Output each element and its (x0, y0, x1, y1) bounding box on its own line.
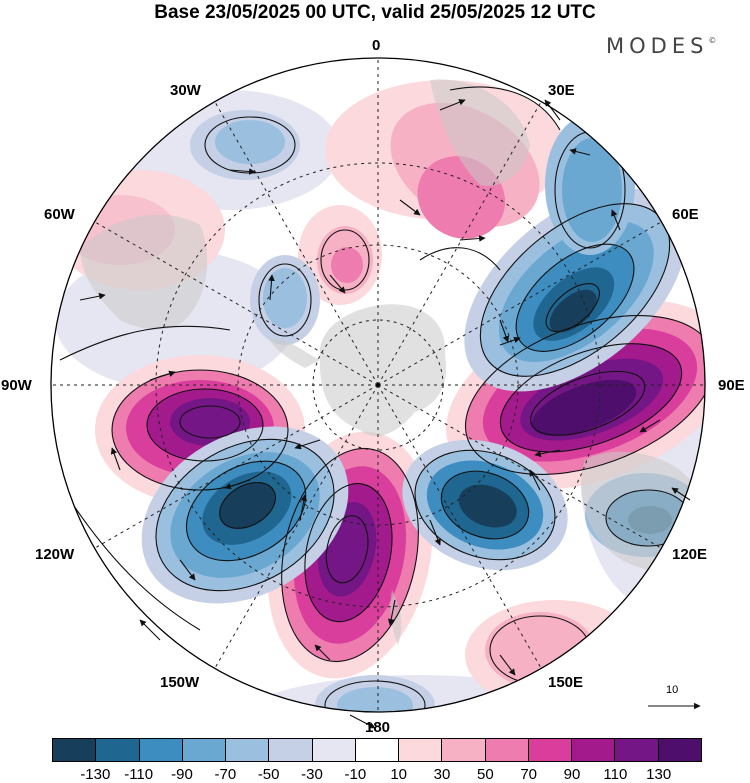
colorbar-segment (572, 739, 616, 761)
pole-marker (375, 382, 381, 388)
streamline-gyre-165w (281, 447, 419, 663)
negative-anomaly-lobe-135w (141, 426, 349, 604)
meridian-120e (377, 384, 662, 549)
colorbar-segment (226, 739, 270, 761)
colorbar-tick-label: 110 (603, 766, 628, 783)
brand-copyright-mark: © (708, 36, 717, 45)
streamline-westerly-a (59, 325, 231, 361)
modes-logo: MODES© (606, 34, 716, 58)
colorbar-segment (96, 739, 140, 761)
positive-anomaly-lobe-90e (446, 300, 705, 490)
meridian-150e (377, 384, 542, 669)
streamline-gyre-135w (155, 438, 335, 592)
map-title: Base 23/05/2025 00 UTC, valid 25/05/2025… (154, 2, 596, 23)
land-masses (80, 79, 693, 645)
meridian-60e (377, 221, 662, 386)
colorbar-tick-label: 50 (476, 766, 494, 783)
lon-label-30e: 30E (548, 82, 575, 99)
lon-label-60w: 60W (44, 206, 75, 223)
colorbar-tick-label: 10 (390, 766, 407, 783)
lon-label-150e: 150E (548, 674, 584, 691)
negative-anomaly-lobe-25w (190, 110, 300, 180)
lon-label-150w: 150W (160, 674, 200, 691)
streamline-gyre-45w (258, 263, 312, 337)
lon-label-120w: 120W (35, 546, 75, 563)
colorbar-tick-label: -30 (301, 766, 323, 783)
negative-anomaly-lobe-140e (402, 439, 568, 571)
colorbar-tick-label: -130 (80, 766, 111, 783)
colorbar-segment (182, 739, 227, 761)
streamline-westerly-c (449, 86, 561, 131)
reference-vector-label: 10 (666, 684, 679, 696)
negative-anomaly-lobe-45w (250, 255, 320, 345)
wind-arrows (79, 99, 691, 729)
colorbar-segment (399, 739, 443, 761)
colorbar-tick-label: -110 (124, 766, 154, 783)
colorbar-segment (355, 739, 400, 761)
colorbar-segment (528, 739, 573, 761)
antarctic-peninsula-land (270, 339, 320, 368)
graticule (51, 58, 705, 712)
streamline-gyre-140e (414, 449, 556, 561)
lon-label-120e: 120E (672, 546, 708, 563)
colorbar-tick-label: -70 (214, 766, 237, 783)
colorbar-tick-label: 130 (646, 766, 672, 783)
lon-label-90w: 90W (1, 377, 32, 394)
australia-land (581, 451, 693, 570)
colorbar-segment (485, 739, 529, 761)
colorbar-segment (615, 739, 659, 761)
brand-name: MODES (606, 34, 709, 58)
colorbar (52, 738, 702, 762)
colorbar-labels: -130 -110 -90 -70 -50 -30 -10 10 30 50 70 90 110 130 (0, 766, 750, 783)
map-border (50, 57, 706, 713)
streamline-gyre-90w (111, 369, 289, 491)
colorbar-segment (658, 739, 701, 761)
colorbar-segment (53, 739, 97, 761)
colorbar-tick-label: 70 (520, 766, 537, 783)
meridian-60w (94, 221, 379, 386)
colorbar-segment (312, 739, 356, 761)
lon-label-180: 180 (365, 719, 391, 736)
colorbar-tick-label: 30 (433, 766, 451, 783)
lon-label-90e: 90E (718, 377, 745, 394)
colorbar-segment (269, 739, 313, 761)
africa-land (430, 79, 530, 186)
lon-label-30w: 30W (170, 82, 201, 99)
streamline-westerly-d (419, 247, 501, 271)
colorbar-tick-label: 90 (563, 766, 581, 783)
anomaly-field (51, 58, 705, 712)
meridian-150w (214, 384, 379, 669)
meridian-30w (214, 101, 379, 386)
lon-label-60e: 60E (672, 206, 699, 223)
colorbar-tick-label: -90 (171, 766, 193, 783)
meridian-30e (377, 101, 542, 386)
negative-anomaly-lobe-180 (315, 675, 435, 712)
lon-label-0: 0 (372, 37, 381, 54)
streamline-gyre-180 (324, 680, 426, 712)
antarctica-land (319, 304, 447, 437)
colorbar-segment (442, 739, 486, 761)
latitude-circle-outer (155, 162, 601, 608)
south-america-land (80, 214, 208, 330)
colorbar-segment (139, 739, 183, 761)
colorbar-tick-label: -50 (257, 766, 280, 783)
colorbar-tick-label: -10 (344, 766, 367, 783)
streamline-westerly-b (69, 499, 201, 631)
